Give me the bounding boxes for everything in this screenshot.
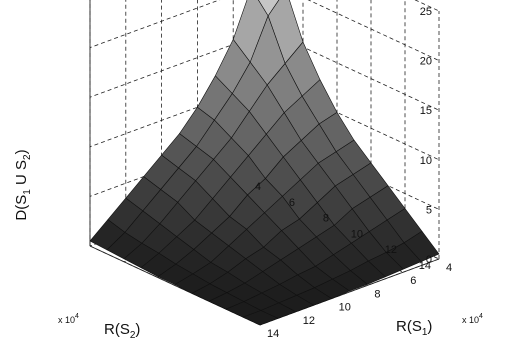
- x-axis-label-main: R(S: [396, 318, 422, 335]
- z-tick-label: 20: [420, 56, 432, 68]
- y-tick-label: 6: [289, 197, 295, 209]
- z-axis-label: D(S1 U S2): [13, 149, 33, 220]
- x-axis-label-end: ): [427, 318, 432, 335]
- y-tick-label: 14: [419, 260, 431, 272]
- y-tick-label: 4: [255, 181, 261, 193]
- z-tick-label: 10: [420, 155, 432, 167]
- grid-line-z: [307, 0, 440, 61]
- y-axis-label: R(S2): [104, 321, 140, 341]
- surface-patch: [242, 310, 279, 326]
- z-axis-label-sub2: 2: [22, 154, 33, 160]
- y-axis-multiplier-exp: 4: [75, 313, 79, 320]
- z-tick-label: 25: [420, 6, 432, 18]
- x-tick-label: 4: [446, 262, 452, 274]
- x-axis-multiplier: x 104: [462, 313, 483, 325]
- z-tick-label: 5: [426, 204, 432, 216]
- x-axis-multiplier-base: x 10: [462, 315, 479, 325]
- x-axis-label-sub: 1: [422, 327, 428, 338]
- y-axis-label-end: ): [135, 321, 140, 338]
- y-axis-multiplier: x 104: [58, 313, 79, 325]
- grid-line-z: [414, 0, 440, 12]
- x-tick-label: 8: [374, 288, 380, 300]
- x-axis-label: R(S1): [396, 318, 432, 338]
- z-axis-label-main: D(S: [13, 195, 30, 221]
- tick-labels: 0 5 10 15 20 25 4 6 8 10 12 14 4 6 8 10 12 14: [255, 6, 452, 340]
- y-tick-label: 10: [351, 228, 363, 240]
- surface-mesh: [89, 0, 440, 326]
- y-axis-label-sub: 2: [130, 330, 136, 341]
- x-tick-label: 14: [267, 328, 279, 340]
- z-axis-label-end: ): [13, 149, 30, 154]
- x-tick-label: 10: [339, 302, 351, 314]
- x-axis-multiplier-exp: 4: [479, 313, 483, 320]
- z-axis-label-sub1: 1: [22, 189, 33, 195]
- z-tick-label: 0: [426, 254, 432, 266]
- y-axis-label-main: R(S: [104, 321, 130, 338]
- z-axis-label-mid: U S: [13, 160, 30, 189]
- x-tick-label: 6: [410, 275, 416, 287]
- z-tick-label: 15: [420, 105, 432, 117]
- y-axis-multiplier-base: x 10: [58, 315, 75, 325]
- y-tick-label: 8: [323, 213, 329, 225]
- x-tick-label: 12: [303, 315, 315, 327]
- y-tick-label: 12: [385, 244, 397, 256]
